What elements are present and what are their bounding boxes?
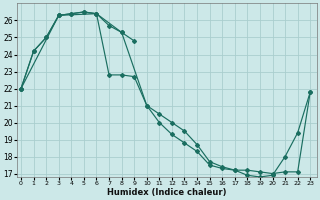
X-axis label: Humidex (Indice chaleur): Humidex (Indice chaleur) <box>107 188 227 197</box>
